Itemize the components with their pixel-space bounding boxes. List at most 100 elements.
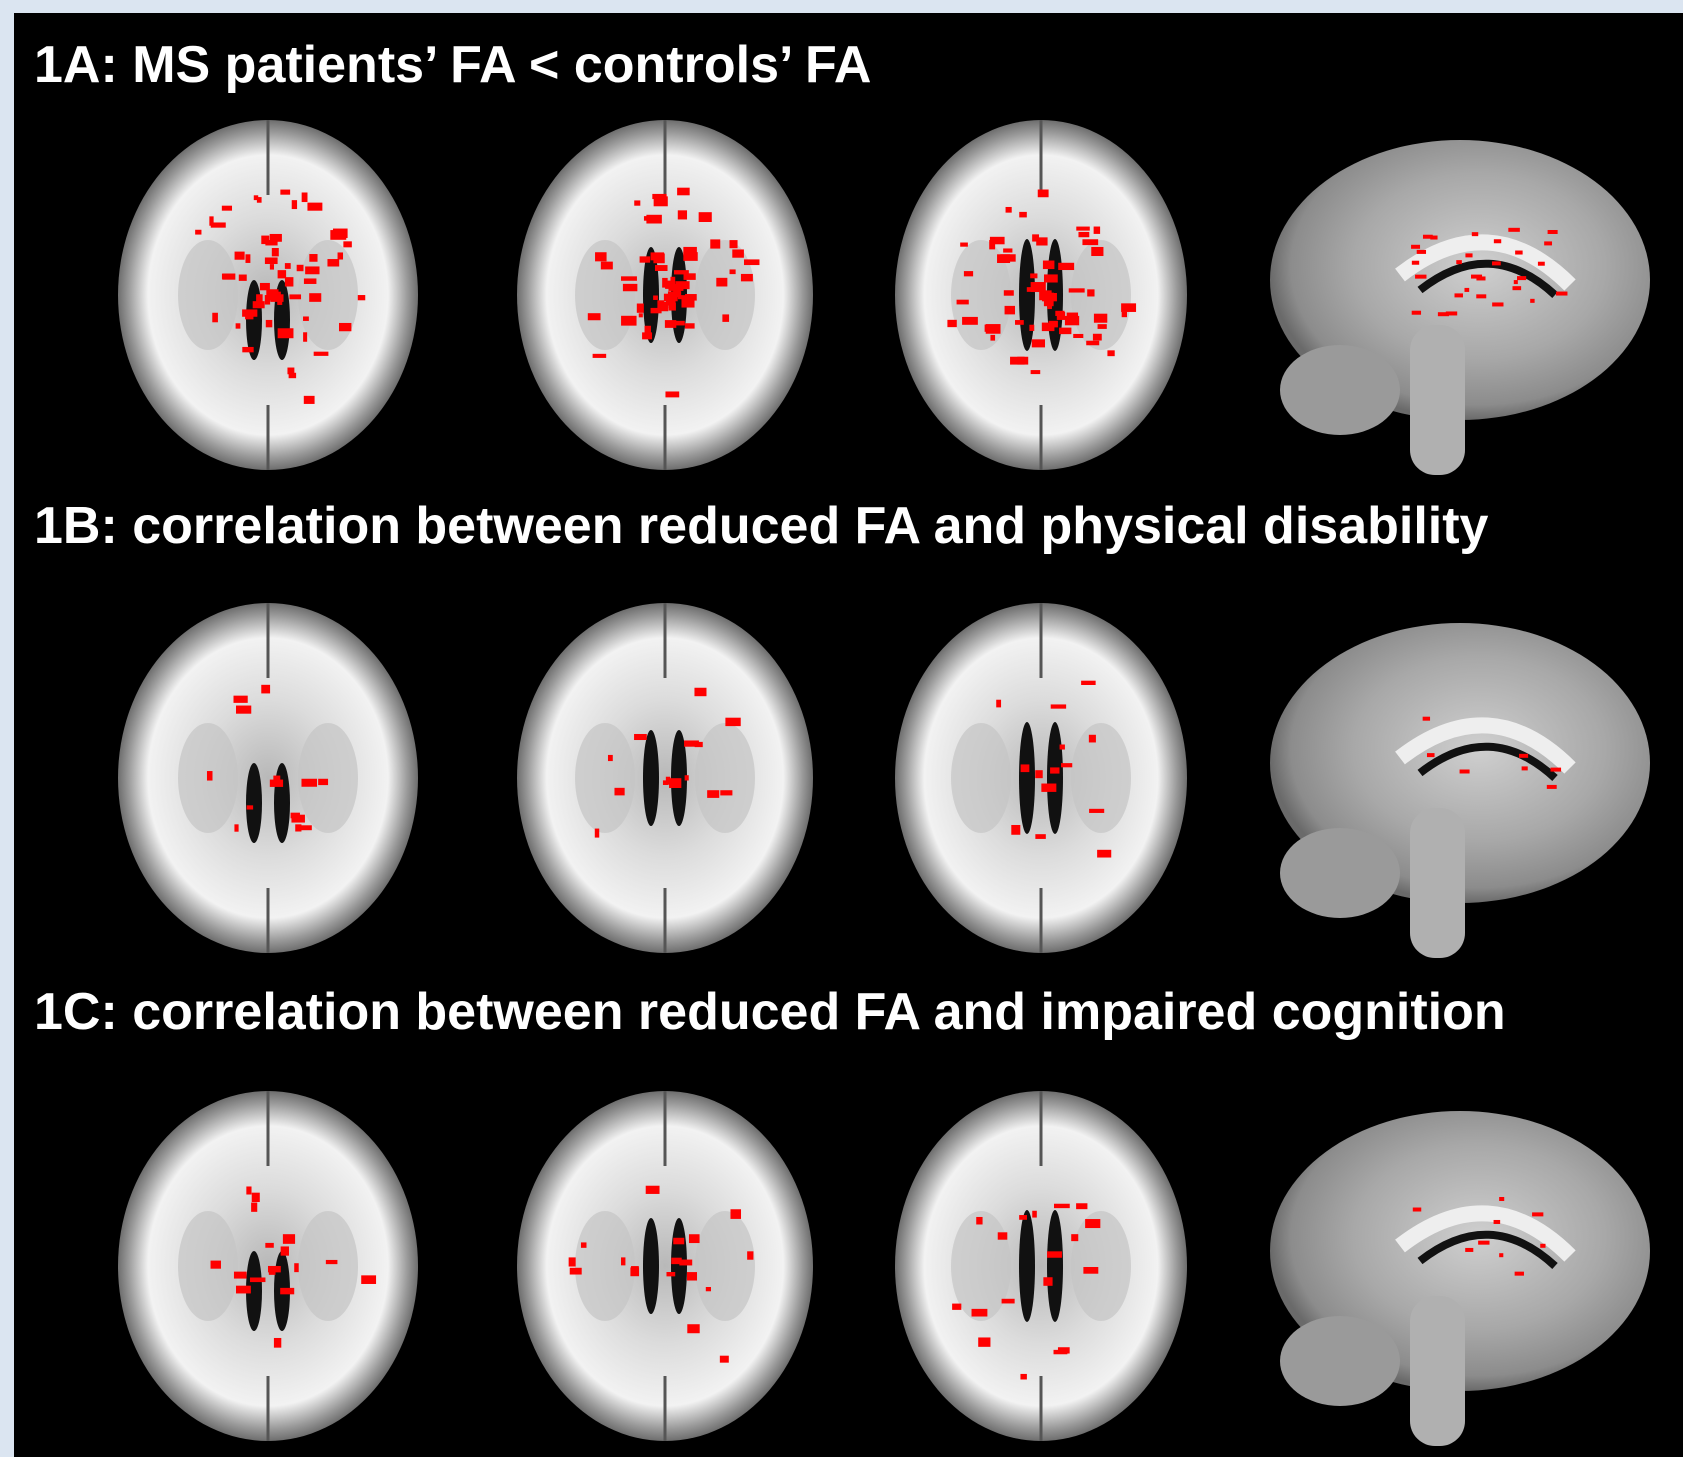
lesion-spot [668,299,673,309]
lesion-spot [978,1337,991,1347]
lesion-spot [1121,311,1128,318]
lesion-spot [1071,1234,1079,1242]
lesion-spot [1042,260,1055,270]
lesion-spot [1035,834,1046,839]
lesion-spot [677,210,688,220]
lesion-spot [996,699,1002,708]
lesion-spot [1058,262,1075,271]
lesion-spot [607,754,613,762]
lesion-spot [1068,288,1085,293]
lesion-spot [1037,189,1049,198]
lesion-spot [1456,260,1462,265]
lesion-spot [303,332,308,342]
lesion-spot [1005,206,1012,213]
lesion-spot [268,1268,276,1275]
lesion-spot [569,1267,582,1275]
lesion-spot [621,276,637,281]
lesion-spot [1020,764,1030,773]
lesion-spot [684,323,695,329]
lesion-spot [729,240,738,249]
lesion-spot [238,274,247,281]
lesion-spot [277,328,294,339]
lesion-spot [301,778,318,787]
lesion-spot [670,276,676,286]
lesion-spot [1476,294,1487,299]
lesion-spot [1512,286,1522,291]
cerebellum [1280,828,1400,918]
lesion-spot [1076,1203,1088,1210]
lesion-spot [1086,340,1100,346]
lesion-spot [1043,1277,1053,1286]
lesion-spot [664,320,677,328]
lesion-spot [595,252,607,262]
lesion-spot [235,323,241,329]
lesion-spot [1411,244,1421,249]
lesion-spot [686,301,694,307]
lesion-spot [667,291,682,298]
lesion-spot [1093,313,1108,323]
lesion-spot [600,261,613,270]
lesion-spot [1465,1247,1474,1252]
lesion-spot [277,300,283,305]
lesion-spot [694,687,707,697]
lesion-spot [645,1185,660,1194]
lesion-spot [284,263,291,269]
lesion-spot [1493,239,1502,244]
lesion-spot [1464,287,1470,292]
lesion-spot [614,787,625,796]
lesion-spot [989,240,996,250]
gray-matter [298,723,358,833]
lesion-spot [1015,320,1024,325]
lesion-spot [644,325,651,334]
lesion-spot [195,229,202,235]
ventricle [671,1218,687,1314]
lesion-spot [630,1267,640,1277]
lesion-spot [1532,1212,1544,1217]
lesion-spot [209,216,214,226]
lesion-spot [666,1272,676,1277]
lesion-spot [330,230,347,240]
lesion-spot [1047,301,1052,310]
lesion-spot [361,1275,377,1284]
lesion-spot [269,233,282,242]
lesion-spot [1097,849,1112,858]
lesion-spot [291,814,305,823]
lesion-spot [1047,1251,1062,1258]
lesion-spot [273,1337,282,1348]
lesion-spot [669,778,682,788]
lesion-spot [1492,261,1501,266]
lesion-spot [1521,766,1528,771]
lesion-spot [1517,276,1527,281]
lesion-spot [280,1287,295,1295]
lesion-spot [318,778,329,786]
gray-matter [1071,1211,1131,1321]
axial-slice [517,1091,813,1441]
ventricle [643,1218,659,1314]
lesion-spot [685,294,697,301]
lesion-spot [962,316,978,325]
lesion-spot [1026,287,1034,292]
lesion-spot [1459,769,1470,774]
lesion-spot [662,277,668,288]
lesion-spot [743,259,760,266]
sagittal-slice [1270,140,1650,475]
gray-matter [298,1211,358,1321]
lesion-spot [265,319,273,328]
lesion-spot [719,1355,729,1363]
ventricle [643,730,659,826]
ventricle [671,730,687,826]
lesion-spot [622,283,638,292]
lesion-spot [1030,370,1041,375]
lesion-spot [294,1263,299,1273]
lesion-spot [650,307,662,314]
lesion-spot [259,282,270,291]
lesion-spot [269,779,284,787]
lesion-spot [1519,753,1529,758]
lesion-spot [246,1186,252,1195]
lesion-spot [1029,324,1035,331]
lesion-spot [1107,350,1115,357]
lesion-spot [997,254,1011,264]
lesion-spot [1515,250,1523,255]
gray-matter [1071,240,1131,350]
